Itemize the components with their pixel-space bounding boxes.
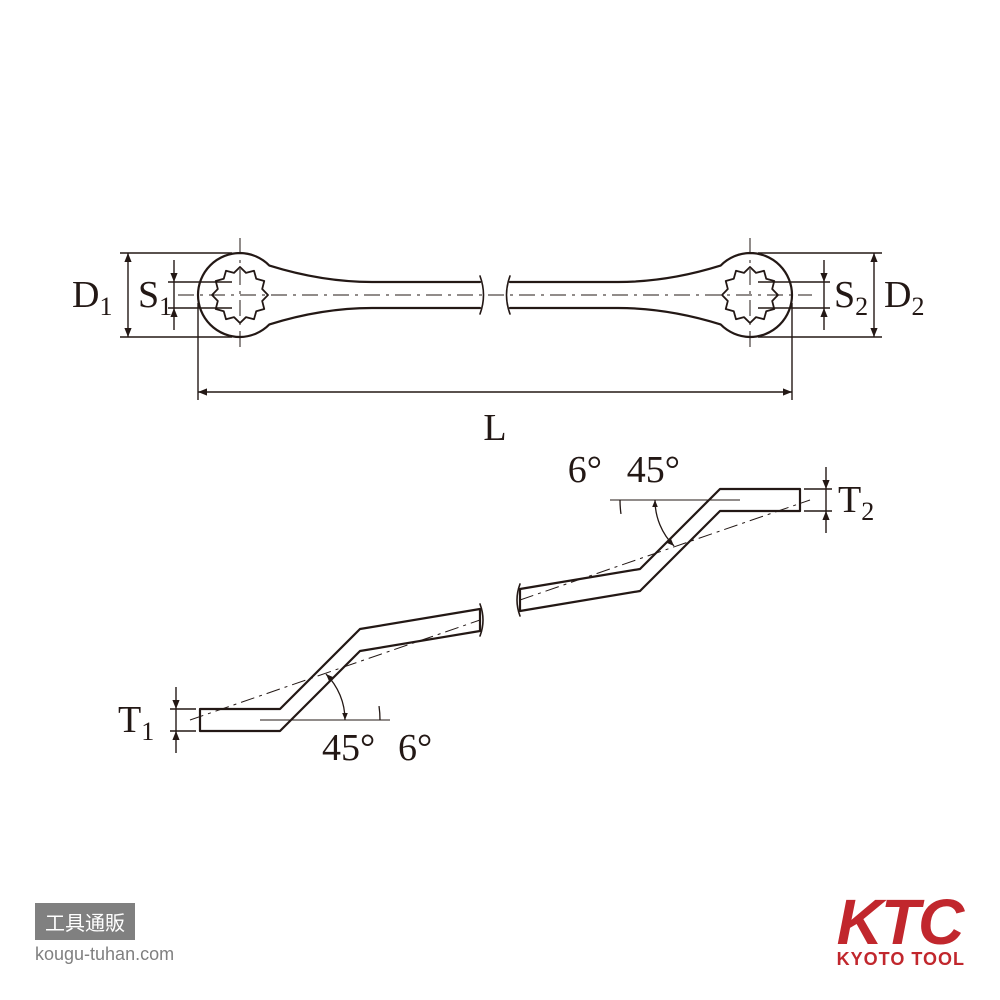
site-label-badge: 工具通販: [35, 903, 135, 940]
diagram-stage: D1 S1 S2 D2 L T1 T2 45° 6° 45° 6° 工具通販 kougu-tuhan…: [0, 0, 1000, 1000]
svg-text:T2: T2: [838, 479, 874, 526]
logo-main-text: KTC: [837, 895, 965, 949]
svg-text:L: L: [483, 407, 506, 449]
svg-text:45°: 45°: [627, 449, 680, 491]
svg-text:S2: S2: [834, 274, 868, 321]
svg-text:6°: 6°: [398, 727, 432, 769]
logo-sub-text: KYOTO TOOL: [837, 949, 965, 970]
svg-text:45°: 45°: [322, 727, 375, 769]
technical-drawing: D1 S1 S2 D2 L T1 T2 45° 6° 45° 6°: [0, 0, 1000, 1000]
svg-text:D2: D2: [884, 274, 924, 321]
svg-text:T1: T1: [118, 699, 154, 746]
site-url: kougu-tuhan.com: [35, 944, 174, 965]
svg-text:S1: S1: [138, 274, 172, 321]
svg-text:D1: D1: [72, 274, 112, 321]
svg-text:6°: 6°: [568, 449, 602, 491]
ktc-logo: KTC KYOTO TOOL: [837, 895, 965, 970]
